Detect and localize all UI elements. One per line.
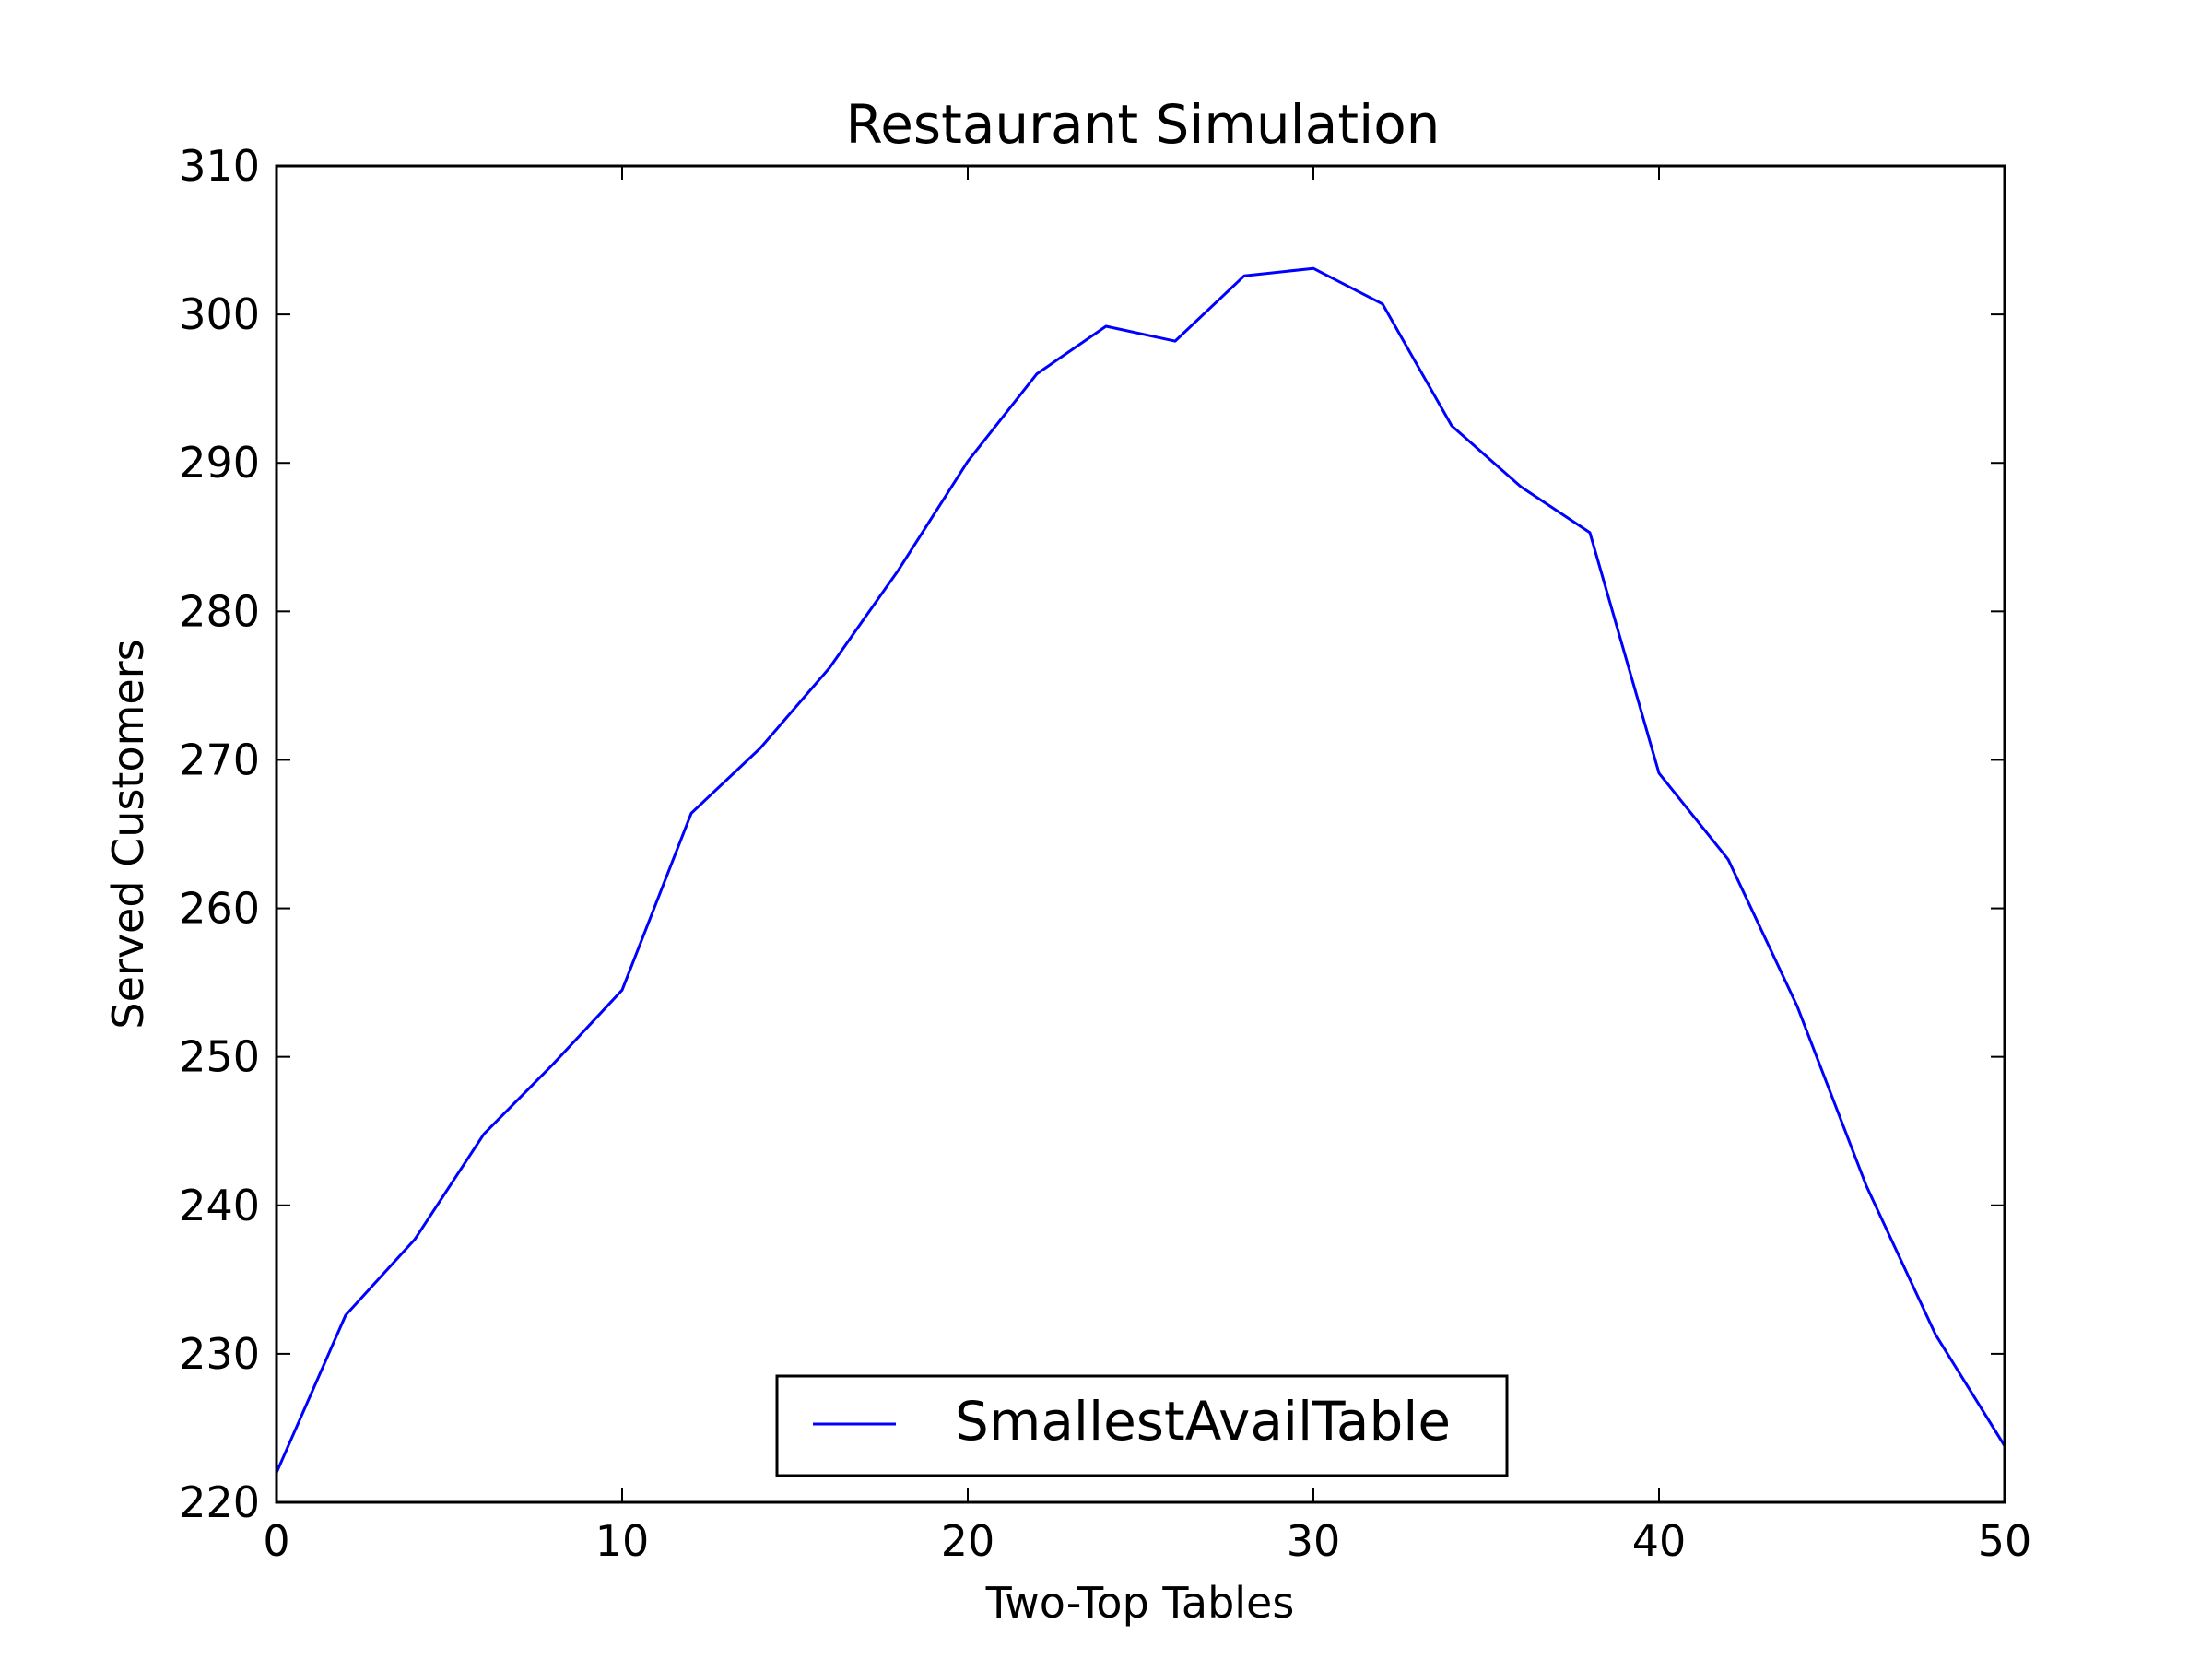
chart-title: Restaurant Simulation (846, 93, 1441, 156)
x-tick-label: 20 (941, 1516, 995, 1566)
x-tick-label: 10 (595, 1516, 650, 1566)
legend-box (775, 1374, 1509, 1477)
y-axis: 220 230 240 250 260 270 280 290 300 310 (179, 141, 2005, 1527)
y-tick-label: 290 (179, 438, 260, 488)
x-axis-label: Two-Top Tables (985, 1578, 1295, 1628)
y-tick-label: 310 (179, 141, 260, 191)
legend: SmallestAvailTable (775, 1374, 1509, 1477)
x-tick-label: 30 (1287, 1516, 1341, 1566)
y-tick-label: 250 (179, 1032, 260, 1082)
y-tick-label: 280 (179, 586, 260, 636)
x-tick-label: 50 (1978, 1516, 2032, 1566)
y-tick-label: 300 (179, 289, 260, 339)
series-layer (275, 266, 2006, 1474)
series-line (275, 266, 2006, 1474)
y-tick-label: 230 (179, 1329, 260, 1379)
plot-area-frame (275, 164, 2006, 1504)
x-axis: 0 10 20 30 40 50 (263, 166, 2031, 1566)
y-axis-label: Served Customers (103, 639, 153, 1029)
x-tick-label: 40 (1632, 1516, 1687, 1566)
legend-label: SmallestAvailTable (955, 1390, 1451, 1453)
y-tick-label: 260 (179, 884, 260, 934)
y-tick-label: 220 (179, 1477, 260, 1527)
y-tick-label: 240 (179, 1181, 260, 1230)
y-tick-label: 270 (179, 735, 260, 784)
x-tick-label: 0 (263, 1516, 289, 1566)
